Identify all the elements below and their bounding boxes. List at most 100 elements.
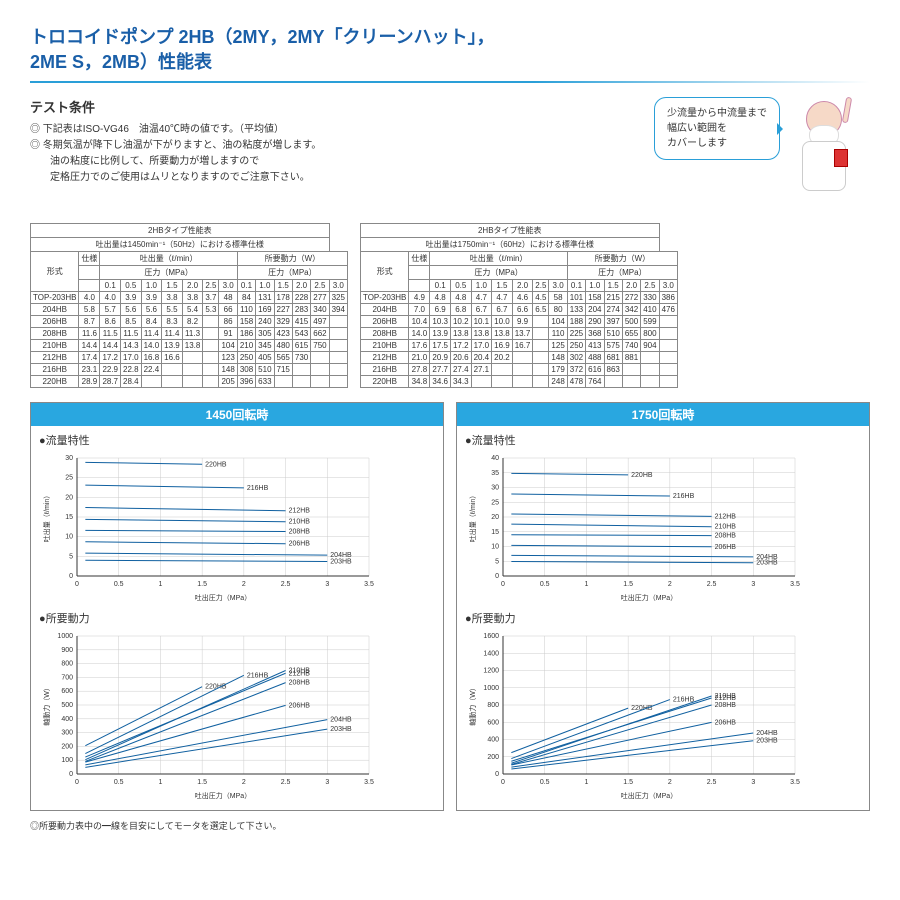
svg-text:212HB: 212HB — [289, 508, 311, 515]
page-title: トロコイドポンプ 2HB（2MY，2MY「クリーンハット」， 2ME S，2MB… — [30, 25, 870, 75]
chart-header: 1450回転時 — [31, 403, 443, 426]
chart-title-power: ●所要動力 — [465, 610, 861, 626]
svg-text:0: 0 — [495, 771, 499, 778]
svg-text:3: 3 — [751, 779, 755, 786]
svg-text:1: 1 — [584, 779, 588, 786]
svg-text:40: 40 — [491, 455, 499, 462]
condition-line-2b: 油の粘度に比例して、所要動力が増しますので — [30, 154, 634, 170]
charts-row: 1450回転時 ●流量特性 05101520253000.511.522.533… — [30, 402, 870, 811]
svg-text:203HB: 203HB — [756, 738, 778, 745]
svg-text:2.5: 2.5 — [707, 581, 717, 588]
svg-text:吐出量（ℓ/min）: 吐出量（ℓ/min） — [42, 492, 51, 543]
condition-line-2: ◎ 冬期気温が降下し油温が下がりますと、油の粘度が増します。 — [30, 138, 634, 154]
svg-text:206HB: 206HB — [715, 544, 737, 551]
svg-text:35: 35 — [491, 470, 499, 477]
chart-svg: 0100200300400500600700800900100000.511.5… — [39, 630, 419, 800]
condition-line-2c: 定格圧力でのご使用はムリとなりますのでご注意下さい。 — [30, 170, 634, 186]
svg-text:204HB: 204HB — [756, 730, 778, 737]
test-conditions: テスト条件 ◎ 下記表はISO-VG46 油温40℃時の値です。（平均値） ◎ … — [30, 97, 634, 186]
svg-text:5: 5 — [495, 559, 499, 566]
svg-text:204HB: 204HB — [330, 717, 352, 724]
svg-text:吐出圧力（MPa）: 吐出圧力（MPa） — [621, 791, 677, 800]
svg-text:203HB: 203HB — [330, 559, 352, 566]
svg-text:2: 2 — [242, 779, 246, 786]
svg-text:208HB: 208HB — [715, 702, 737, 709]
svg-text:30: 30 — [491, 485, 499, 492]
svg-text:20: 20 — [491, 514, 499, 521]
svg-text:3: 3 — [751, 581, 755, 588]
svg-text:0: 0 — [69, 573, 73, 580]
svg-text:220HB: 220HB — [205, 462, 227, 469]
svg-text:1: 1 — [158, 581, 162, 588]
svg-text:208HB: 208HB — [289, 680, 311, 687]
svg-text:1.5: 1.5 — [623, 581, 633, 588]
svg-text:15: 15 — [491, 529, 499, 536]
svg-text:0.5: 0.5 — [114, 581, 124, 588]
svg-text:1.5: 1.5 — [197, 779, 207, 786]
svg-text:206HB: 206HB — [715, 720, 737, 727]
svg-text:206HB: 206HB — [289, 703, 311, 710]
chart-title-power: ●所要動力 — [39, 610, 435, 626]
svg-text:吐出圧力（MPa）: 吐出圧力（MPa） — [195, 593, 251, 602]
svg-text:20: 20 — [65, 495, 73, 502]
svg-text:216HB: 216HB — [673, 493, 695, 500]
svg-text:400: 400 — [487, 737, 499, 744]
svg-text:600: 600 — [487, 720, 499, 727]
svg-text:1: 1 — [158, 779, 162, 786]
performance-table: 2HBタイプ性能表吐出量は1450min⁻¹（50Hz）における標準仕様形式仕様… — [30, 223, 348, 388]
svg-text:300: 300 — [61, 730, 73, 737]
chart-column: 1750回転時 ●流量特性 051015202530354000.511.522… — [456, 402, 870, 811]
svg-text:210HB: 210HB — [289, 519, 311, 526]
svg-text:700: 700 — [61, 675, 73, 682]
svg-text:500: 500 — [61, 702, 73, 709]
svg-text:400: 400 — [61, 716, 73, 723]
svg-text:15: 15 — [65, 514, 73, 521]
svg-text:0.5: 0.5 — [114, 779, 124, 786]
svg-text:220HB: 220HB — [631, 705, 653, 712]
svg-text:0.5: 0.5 — [540, 779, 550, 786]
svg-text:25: 25 — [65, 475, 73, 482]
svg-text:3: 3 — [325, 779, 329, 786]
svg-text:1: 1 — [584, 581, 588, 588]
svg-text:10: 10 — [491, 544, 499, 551]
svg-text:2.5: 2.5 — [707, 779, 717, 786]
chart-title-flow: ●流量特性 — [465, 432, 861, 448]
svg-text:0: 0 — [75, 779, 79, 786]
footnote: ◎所要動力表中の━線を目安にしてモータを選定して下さい。 — [30, 819, 870, 832]
svg-text:2: 2 — [242, 581, 246, 588]
svg-text:203HB: 203HB — [756, 560, 778, 567]
callout-line-2: 幅広い範囲を — [667, 123, 727, 134]
svg-text:208HB: 208HB — [289, 529, 311, 536]
svg-text:100: 100 — [61, 758, 73, 765]
svg-text:1.5: 1.5 — [623, 779, 633, 786]
svg-text:800: 800 — [61, 661, 73, 668]
svg-text:1400: 1400 — [483, 651, 499, 658]
svg-text:3.5: 3.5 — [364, 779, 374, 786]
svg-text:30: 30 — [65, 455, 73, 462]
svg-text:0.5: 0.5 — [540, 581, 550, 588]
chart-title-flow: ●流量特性 — [39, 432, 435, 448]
svg-text:203HB: 203HB — [330, 727, 352, 734]
svg-text:吐出量（ℓ/min）: 吐出量（ℓ/min） — [468, 492, 477, 543]
svg-text:軸動力（W）: 軸動力（W） — [42, 685, 51, 727]
svg-text:5: 5 — [69, 554, 73, 561]
chart-svg: 0200400600800100012001400160000.511.522.… — [465, 630, 845, 800]
svg-text:0: 0 — [75, 581, 79, 588]
svg-text:吐出圧力（MPa）: 吐出圧力（MPa） — [195, 791, 251, 800]
svg-text:3.5: 3.5 — [364, 581, 374, 588]
svg-text:3.5: 3.5 — [790, 581, 800, 588]
callout-bubble: 少流量から中流量まで 幅広い範囲を カバーします — [654, 97, 780, 160]
conditions-heading: テスト条件 — [30, 97, 634, 116]
svg-text:2.5: 2.5 — [281, 581, 291, 588]
performance-table: 2HBタイプ性能表吐出量は1750min⁻¹（60Hz）における標準仕様形式仕様… — [360, 223, 678, 388]
svg-text:0: 0 — [501, 779, 505, 786]
callout-line-3: カバーします — [667, 138, 727, 149]
svg-text:200: 200 — [487, 754, 499, 761]
svg-text:208HB: 208HB — [715, 533, 737, 540]
tables-row: 2HBタイプ性能表吐出量は1450min⁻¹（50Hz）における標準仕様形式仕様… — [30, 223, 870, 388]
svg-text:200: 200 — [61, 744, 73, 751]
chart-svg: 05101520253000.511.522.533.5220HB216HB21… — [39, 452, 419, 602]
svg-text:2: 2 — [668, 779, 672, 786]
svg-text:900: 900 — [61, 647, 73, 654]
svg-text:206HB: 206HB — [289, 541, 311, 548]
